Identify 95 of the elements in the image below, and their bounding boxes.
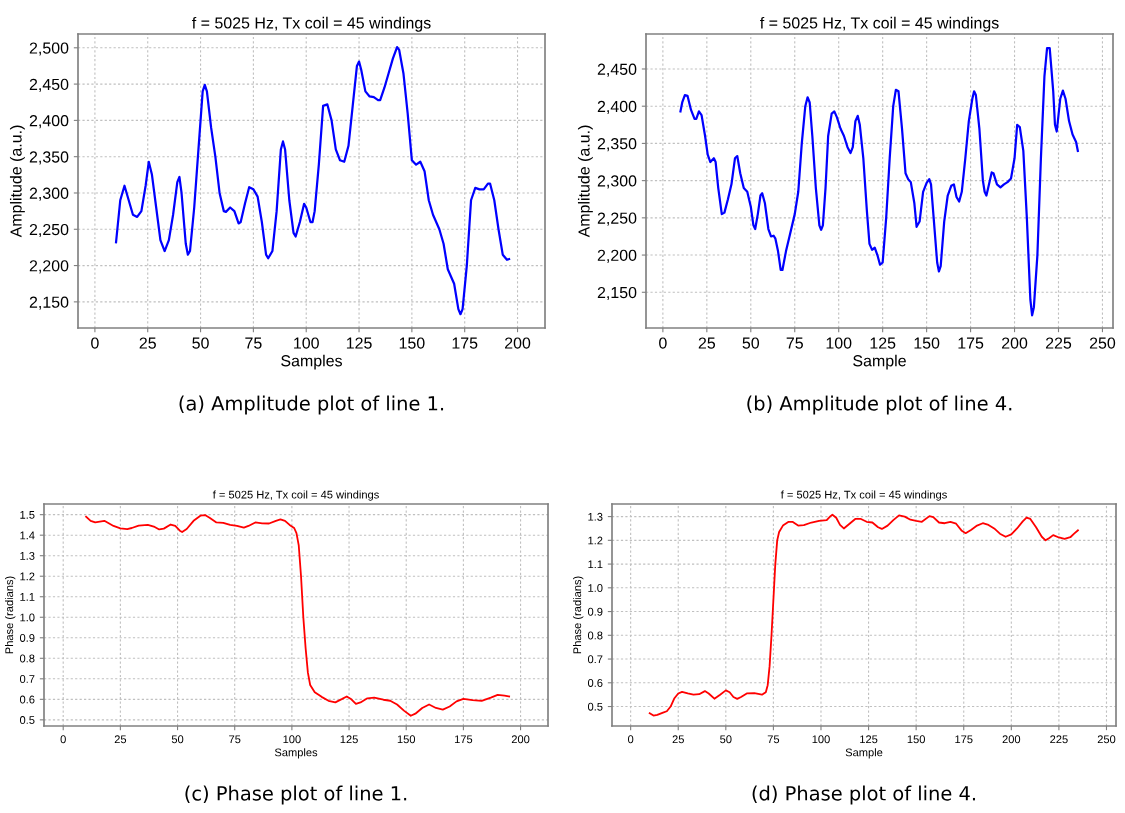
text: (d) Phase plot of line 4.	[752, 785, 975, 805]
y-tick-label: 1.2	[20, 572, 35, 581]
text: (a) Amplitude plot of line 1.	[179, 395, 444, 415]
x-tick-label: 100	[812, 735, 830, 744]
y-tick-label: 2,450	[597, 63, 637, 77]
x-tick-label: 200	[511, 735, 530, 744]
chart-title: f = 5025 Hz, Tx coil = 45 windings	[192, 16, 431, 32]
chart-title: f = 5025 Hz, Tx coil = 45 windings	[212, 490, 379, 501]
y-tick-label: 1.5	[20, 511, 35, 519]
x-tick-label: 75	[229, 735, 241, 744]
x-tick-label: 125	[870, 337, 896, 349]
x-axis-title: Samples	[281, 354, 342, 370]
y-tick-label: 2,350	[29, 151, 69, 165]
x-tick-label: 150	[914, 337, 940, 349]
y-tick-label: 0.7	[587, 655, 603, 664]
y-tick-label: 2,200	[597, 249, 637, 263]
x-tick-label: 25	[114, 735, 127, 744]
y-tick-label: 0.6	[19, 695, 35, 704]
y-tick-label: 0.6	[587, 679, 603, 687]
x-axis-title: Samples	[274, 748, 318, 759]
y-tick-label: 2,250	[29, 223, 69, 238]
y-tick-label: 2,400	[29, 115, 69, 129]
line-series	[114, 45, 511, 316]
y-tick-label: 0.5	[587, 702, 603, 711]
x-tick-label: 200	[1002, 337, 1028, 349]
x-tick-label: 0	[659, 337, 667, 349]
x-tick-label: 100	[294, 337, 319, 349]
x-tick-label: 75	[786, 337, 803, 349]
x-tick-label: 200	[505, 337, 531, 349]
x-tick-label: 150	[907, 735, 925, 744]
y-tick-label: 1.4	[20, 531, 35, 540]
x-tick-label: 175	[955, 735, 973, 744]
y-tick-label: 2,200	[29, 260, 69, 274]
x-tick-label: 225	[1045, 337, 1072, 349]
x-tick-label: 25	[139, 337, 156, 349]
x-tick-label: 100	[826, 337, 852, 349]
x-tick-label: 0	[60, 735, 66, 744]
y-tick-label: 2,250	[597, 212, 637, 226]
x-tick-label: 125	[860, 735, 878, 744]
x-tick-label: 150	[399, 337, 425, 349]
y-tick-label: 2,450	[29, 78, 69, 92]
y-tick-label: 0.8	[19, 654, 35, 663]
x-axis-title: Sample	[853, 354, 906, 370]
x-tick-label: 125	[346, 337, 372, 349]
x-tick-label: 0	[91, 337, 99, 349]
x-tick-label: 250	[1089, 337, 1116, 349]
y-axis-title: Amplitude (a.u.)	[9, 125, 25, 238]
y-tick-label: 2,500	[29, 42, 69, 56]
x-tick-label: 150	[397, 735, 416, 744]
y-tick-label: 0.9	[587, 607, 603, 616]
x-tick-label: 125	[340, 735, 358, 744]
y-tick-label: 2,300	[29, 187, 69, 201]
y-axis-title: Phase (radians)	[5, 576, 16, 654]
y-tick-label: 2,150	[597, 286, 637, 301]
y-tick-label: 0.9	[19, 634, 35, 642]
y-tick-label: 2,300	[597, 175, 637, 189]
x-tick-label: 175	[454, 735, 473, 744]
chart-title: f = 5025 Hz, Tx coil = 45 windings	[760, 16, 999, 32]
y-tick-label: 0.5	[19, 716, 35, 724]
x-tick-label: 100	[283, 735, 301, 744]
x-tick-label: 25	[672, 735, 684, 744]
x-tick-label: 225	[1050, 735, 1068, 744]
y-tick-label: 2,150	[29, 296, 69, 310]
y-tick-label: 1.3	[20, 551, 35, 560]
y-tick-label: 1.2	[588, 536, 603, 545]
x-tick-label: 75	[245, 337, 262, 349]
chart-title: f = 5025 Hz, Tx coil = 45 windings	[780, 490, 947, 501]
x-tick-label: 50	[742, 337, 760, 349]
text: (c) Phase plot of line 1.	[185, 785, 407, 805]
x-tick-label: 25	[698, 337, 716, 349]
y-tick-label: 1.0	[20, 613, 35, 622]
y-tick-label: 1.1	[20, 593, 35, 601]
y-tick-label: 2,350	[597, 138, 637, 152]
y-tick-label: 1.1	[588, 560, 603, 569]
x-tick-label: 175	[452, 337, 478, 349]
x-tick-label: 50	[720, 735, 732, 744]
x-tick-label: 50	[171, 735, 184, 744]
x-tick-label: 175	[958, 337, 984, 349]
y-tick-label: 2,400	[597, 100, 637, 115]
line-series	[648, 513, 1079, 717]
y-tick-label: 0.8	[587, 631, 603, 640]
line-series	[679, 47, 1079, 317]
line-series	[85, 514, 511, 717]
text: (b) Amplitude plot of line 4.	[747, 395, 1012, 415]
x-axis-title: Sample	[845, 748, 883, 759]
x-tick-label: 75	[767, 735, 780, 744]
y-axis-title: Amplitude (a.u.)	[577, 125, 593, 238]
x-tick-label: 200	[1002, 735, 1021, 744]
x-tick-label: 50	[192, 337, 209, 349]
y-axis-title: Phase (radians)	[573, 576, 584, 654]
y-tick-label: 1.3	[588, 512, 603, 521]
y-tick-label: 0.7	[19, 675, 35, 683]
x-tick-label: 0	[628, 735, 634, 744]
x-tick-label: 250	[1097, 735, 1116, 744]
y-tick-label: 1.0	[588, 584, 603, 592]
